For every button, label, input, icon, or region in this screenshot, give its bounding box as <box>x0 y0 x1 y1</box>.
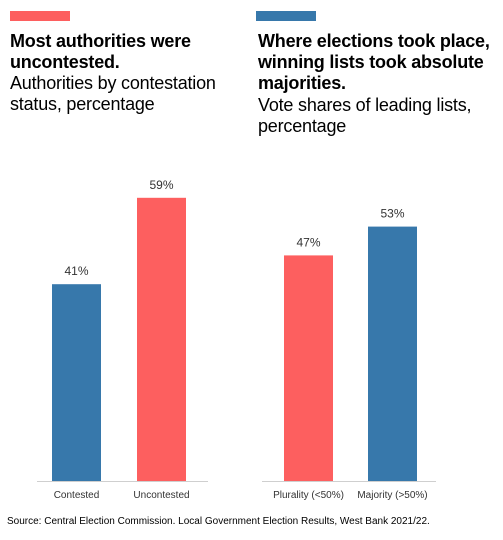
left-bar-uncontested <box>137 197 186 482</box>
right-chart-subtitle: Vote shares of leading lists, percentage <box>258 95 472 136</box>
right-tick-label-plurality-50: Plurality (<50%) <box>273 490 344 501</box>
left-tick-label-uncontested: Uncontested <box>133 490 189 501</box>
right-value-label-majority-50: 53% <box>380 207 404 221</box>
left-bar-contested <box>52 284 101 481</box>
left-value-label-contested: 41% <box>64 264 88 278</box>
left-chart-subtitle: Authorities by contestation status, perc… <box>10 73 216 114</box>
left-tick-label-contested: Contested <box>54 490 100 501</box>
right-accent-bar <box>256 11 316 21</box>
left-value-label-uncontested: 59% <box>149 178 173 192</box>
source-note: Source: Central Election Commission. Loc… <box>7 516 430 527</box>
right-bar-plurality-50 <box>284 255 333 481</box>
left-accent-bar <box>10 11 70 21</box>
right-tick-label-majority-50: Majority (>50%) <box>357 490 427 501</box>
right-value-label-plurality-50: 47% <box>296 235 320 249</box>
right-bar-majority-50 <box>368 226 417 481</box>
left-chart-title: Most authorities were uncontested. <box>10 31 191 72</box>
right-chart-title: Where elections took place, winning list… <box>258 31 490 93</box>
